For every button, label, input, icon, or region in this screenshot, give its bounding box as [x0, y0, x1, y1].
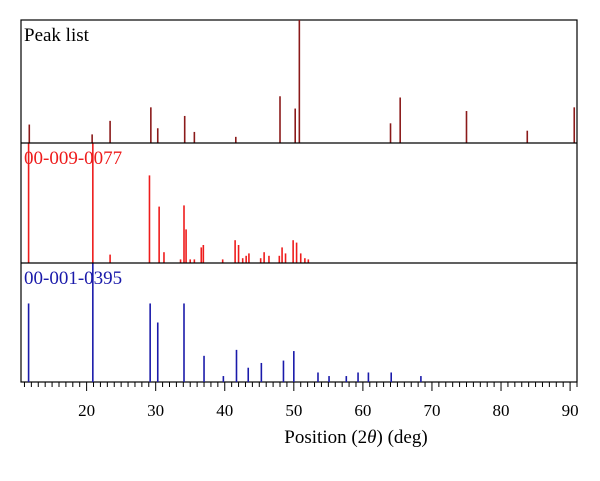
panel-label: 00-009-0077 [24, 148, 122, 169]
x-tick-label: 30 [147, 401, 164, 420]
x-axis-title-prefix: Position (2 [284, 427, 367, 448]
x-tick-label: 40 [216, 401, 233, 420]
panel-3: 00-001-0395 [24, 263, 422, 382]
x-tick-label: 80 [493, 401, 510, 420]
x-tick-label: 60 [354, 401, 371, 420]
x-axis-title: Position (2θ) (deg) [284, 427, 427, 448]
x-tick-label: 50 [285, 401, 302, 420]
panel-1: Peak list [24, 20, 576, 143]
x-tick-label: 90 [562, 401, 579, 420]
panel-2: 00-009-0077 [24, 143, 310, 263]
x-axis-title-suffix: ) (deg) [377, 427, 428, 448]
x-tick-label: 70 [423, 401, 440, 420]
x-axis: 20 30 40 50 60 70 80 90 [23, 382, 579, 420]
x-tick-label: 20 [78, 401, 95, 420]
panel-label: 00-001-0395 [24, 268, 122, 289]
x-axis-title-symbol: θ [367, 427, 376, 448]
panel-label: Peak list [24, 25, 90, 46]
panels-group: Peak list 00-009-0077 00-001-0395 [21, 20, 577, 382]
